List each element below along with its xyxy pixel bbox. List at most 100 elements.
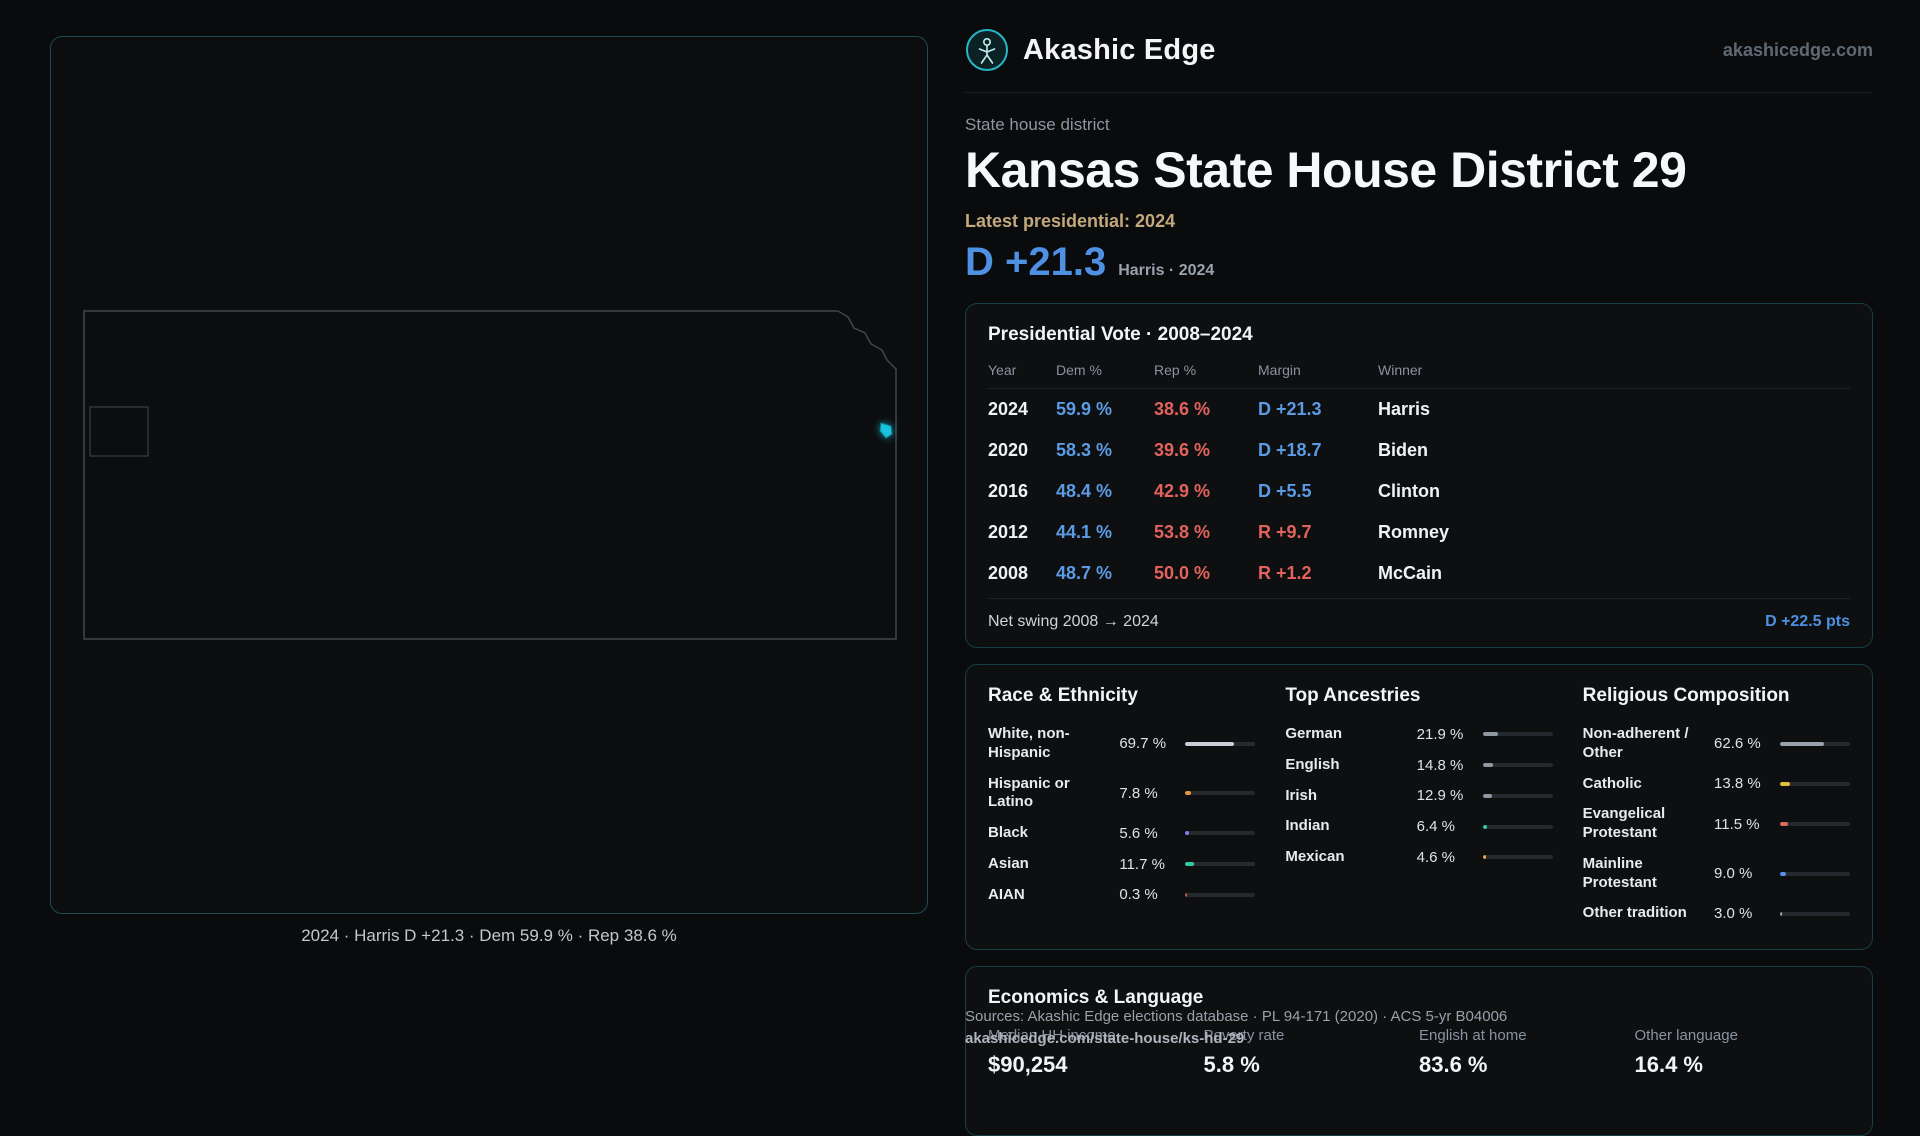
- bar-fill: [1780, 781, 1790, 786]
- detail-column: Akashic Edge akashicedge.com State house…: [965, 0, 1873, 1136]
- margin-cell: D +21.3: [1258, 399, 1322, 419]
- list-item: AIAN 0.3 %: [988, 880, 1256, 911]
- bar-fill: [1185, 862, 1194, 867]
- district-map-panel[interactable]: [50, 36, 928, 914]
- bar-fill: [1780, 741, 1824, 746]
- list-item: Mexican 4.6 %: [1285, 842, 1553, 873]
- year-cell: 2024: [988, 399, 1029, 419]
- demo-value: 11.7 %: [1119, 855, 1165, 873]
- bar-fill: [1780, 911, 1783, 916]
- demo-value: 5.6 %: [1119, 824, 1158, 842]
- brand-logo-icon: [966, 29, 1008, 71]
- demo-value: 9.0 %: [1714, 865, 1753, 882]
- rep-cell: 38.6 %: [1154, 399, 1211, 419]
- winner-cell: Clinton: [1378, 481, 1440, 501]
- bar-fill: [1482, 855, 1486, 860]
- list-item: Hispanic or Latino 7.8 %: [988, 769, 1256, 819]
- bar-track: [1185, 892, 1256, 897]
- bar-track: [1780, 871, 1850, 876]
- demo-label: Irish: [1285, 786, 1318, 804]
- economics-panel: Economics & Language Median HH income $9…: [965, 966, 1873, 1136]
- permalink[interactable]: akashicedge.com/state-house/ks-hd-29: [965, 1029, 1245, 1047]
- panel-title: Presidential Vote · 2008–2024: [988, 324, 1253, 345]
- bar-fill: [1482, 732, 1498, 737]
- net-swing-label: Net swing 2008 → 2024: [988, 613, 1159, 630]
- bar-fill: [1185, 892, 1187, 897]
- panel-title: Economics & Language: [988, 987, 1204, 1008]
- margin-value: D +21.3: [965, 240, 1107, 284]
- bar-track: [1482, 855, 1553, 860]
- bar-track: [1482, 732, 1553, 737]
- list-item: Black 5.6 %: [988, 818, 1256, 849]
- stat-block: Median HH income $90,254: [988, 1027, 1204, 1078]
- demo-label: German: [1285, 725, 1343, 742]
- winner-cell: Harris: [1378, 399, 1431, 419]
- bar-fill: [1185, 791, 1191, 796]
- bar-track: [1185, 741, 1256, 746]
- margin-cell: D +18.7: [1258, 440, 1322, 460]
- stat-block: Poverty rate 5.8 %: [1204, 1027, 1420, 1078]
- stat-value: 83.6 %: [1419, 1052, 1488, 1077]
- religion-section: Religious Composition Non-adherent / Oth…: [1583, 685, 1850, 929]
- list-item: Indian 6.4 %: [1285, 811, 1553, 842]
- dem-cell: 59.9 %: [1056, 399, 1113, 419]
- rep-cell: 39.6 %: [1154, 440, 1211, 460]
- kansas-map[interactable]: [51, 37, 928, 914]
- sources-line: Sources: Akashic Edge elections database…: [965, 1008, 1508, 1025]
- dem-cell: 48.4 %: [1056, 481, 1113, 501]
- bar-track: [1482, 793, 1553, 798]
- bar-track: [1185, 831, 1256, 836]
- table-row: 2020 58.3 % 39.6 % D +18.7 Biden: [988, 430, 1850, 471]
- demo-value: 69.7 %: [1119, 735, 1167, 753]
- brand-name: Akashic Edge: [1023, 33, 1216, 66]
- rep-cell: 50.0 %: [1154, 563, 1211, 583]
- margin-context: Harris · 2024: [1118, 262, 1215, 279]
- stat-label: English at home: [1419, 1027, 1527, 1044]
- list-item: Catholic 13.8 %: [1583, 769, 1850, 800]
- demo-value: 4.6 %: [1416, 848, 1456, 866]
- demo-value: 62.6 %: [1714, 735, 1761, 753]
- list-item: Non-adherent / Other 62.6 %: [1583, 719, 1850, 769]
- demo-label: Indian: [1285, 817, 1330, 835]
- district-29-shape[interactable]: [879, 422, 893, 439]
- list-item: Asian 11.7 %: [988, 849, 1256, 880]
- winner-cell: Biden: [1378, 440, 1429, 460]
- margin-cell: D +5.5: [1258, 481, 1312, 501]
- demo-value: 11.5 %: [1714, 815, 1760, 833]
- col-year: Year: [988, 362, 1017, 378]
- margin-cell: R +9.7: [1258, 522, 1312, 542]
- demo-value: 7.8 %: [1119, 784, 1158, 802]
- presidential-vote-panel: Presidential Vote · 2008–2024 Year Dem %…: [965, 303, 1873, 648]
- net-swing-row: Net swing 2008 → 2024 D +22.5 pts: [988, 598, 1850, 631]
- rep-cell: 42.9 %: [1154, 481, 1211, 501]
- table-header: Year Dem % Rep % Margin Winner: [988, 362, 1850, 389]
- year-cell: 2008: [988, 563, 1029, 583]
- demo-label: Asian: [988, 854, 1029, 872]
- year-cell: 2016: [988, 481, 1029, 501]
- demo-label: Black: [988, 824, 1029, 841]
- bar-fill: [1482, 793, 1492, 798]
- list-item: Evangelical Protestant 11.5 %: [1583, 799, 1850, 849]
- demo-value: 12.9 %: [1416, 787, 1464, 805]
- demo-label: Hispanic or Latino: [988, 774, 1070, 811]
- demo-label: Non-adherent / Other: [1582, 725, 1689, 761]
- demo-value: 21.9 %: [1416, 725, 1464, 743]
- stat-value: 16.4 %: [1634, 1052, 1704, 1077]
- winner-cell: McCain: [1378, 563, 1443, 583]
- stat-block: English at home 83.6 %: [1419, 1027, 1635, 1078]
- list-item: German 21.9 %: [1285, 719, 1553, 750]
- rep-cell: 53.8 %: [1154, 522, 1211, 542]
- demo-value: 0.3 %: [1119, 886, 1158, 904]
- table-row: 2016 48.4 % 42.9 % D +5.5 Clinton: [988, 471, 1850, 512]
- list-item: Other tradition 3.0 %: [1583, 898, 1850, 929]
- col-margin: Margin: [1258, 362, 1301, 378]
- bar-track: [1185, 862, 1256, 867]
- kicker-label: State house district: [965, 115, 1110, 134]
- stat-value: 5.8 %: [1203, 1052, 1260, 1077]
- demo-value: 13.8 %: [1714, 775, 1761, 793]
- ancestries-section: Top Ancestries German 21.9 % English 14.…: [1285, 685, 1553, 929]
- site-link[interactable]: akashicedge.com: [1722, 39, 1873, 60]
- bar-track: [1780, 741, 1850, 746]
- col-winner: Winner: [1378, 362, 1423, 378]
- stat-value: $90,254: [988, 1052, 1068, 1077]
